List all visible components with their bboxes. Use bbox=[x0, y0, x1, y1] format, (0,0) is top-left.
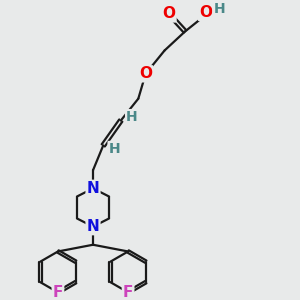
Text: N: N bbox=[87, 219, 99, 234]
Text: O: O bbox=[139, 66, 152, 81]
Text: H: H bbox=[109, 142, 120, 156]
Text: F: F bbox=[53, 285, 63, 300]
Text: O: O bbox=[163, 6, 176, 21]
Text: F: F bbox=[123, 285, 133, 300]
Text: N: N bbox=[87, 181, 99, 196]
Text: O: O bbox=[199, 5, 212, 20]
Text: H: H bbox=[126, 110, 138, 124]
Text: H: H bbox=[213, 2, 225, 16]
